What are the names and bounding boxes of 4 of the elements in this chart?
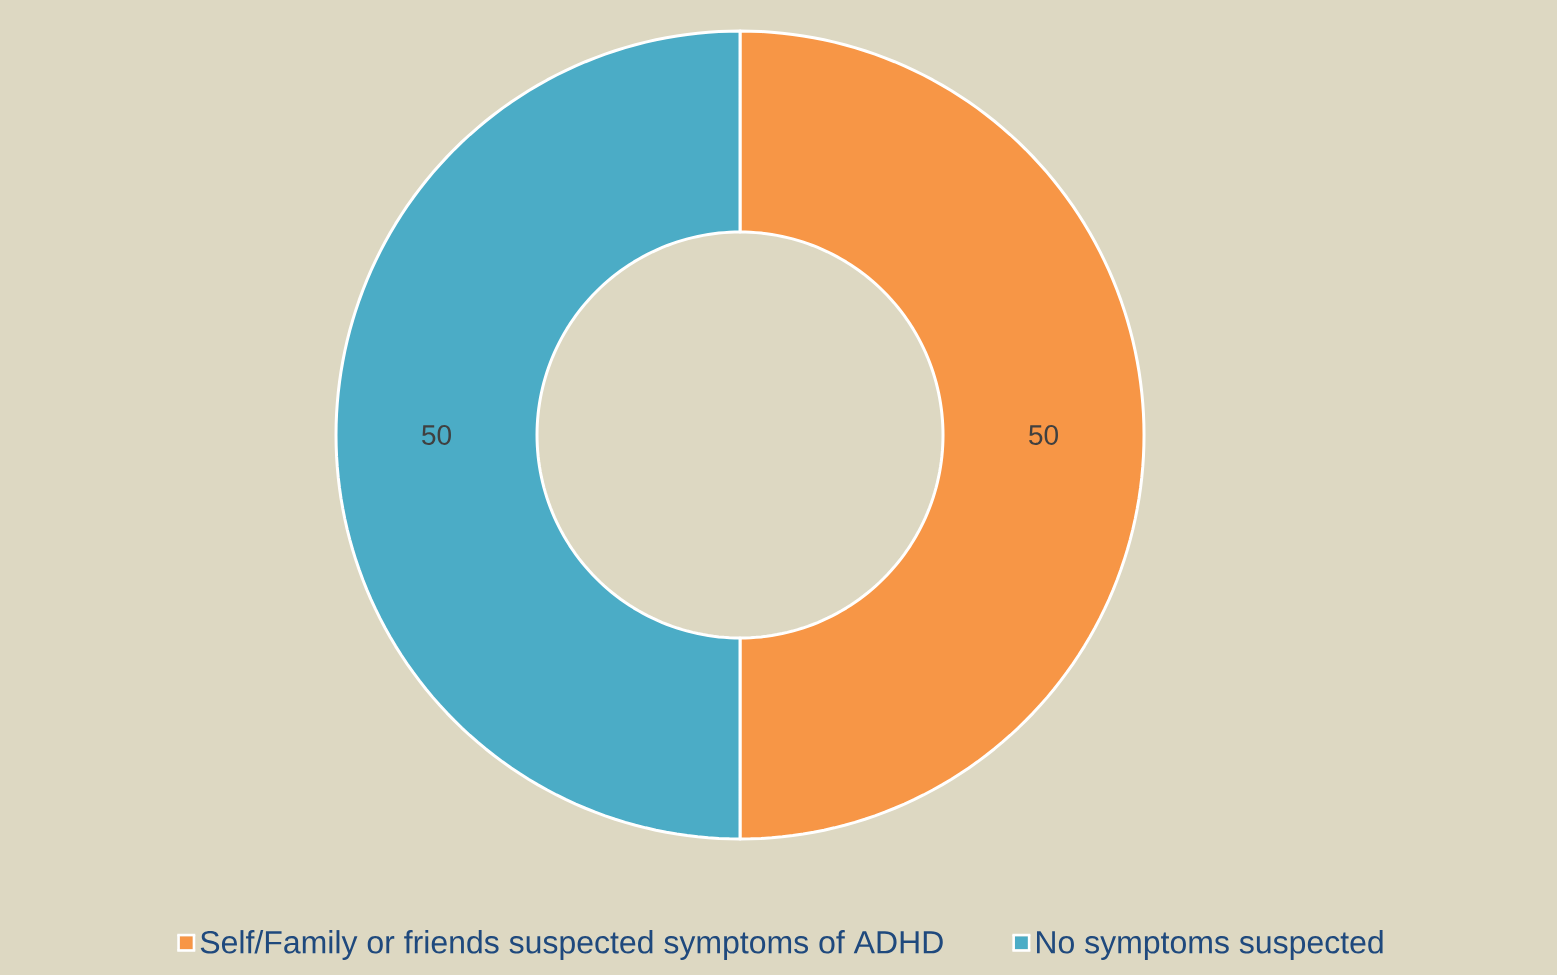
- legend-label: No symptoms suspected: [1037, 930, 1383, 960]
- data-label: 50: [422, 425, 451, 445]
- data-label: 50: [1029, 425, 1058, 445]
- legend-label: Self/Family or friends suspected symptoms of ADHD: [200, 930, 943, 960]
